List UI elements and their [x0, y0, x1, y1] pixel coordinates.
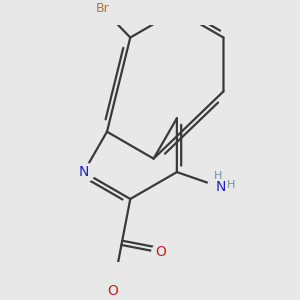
Text: Br: Br: [96, 2, 110, 15]
Text: O: O: [155, 245, 166, 260]
Text: N: N: [79, 165, 89, 179]
Text: H: H: [214, 171, 223, 181]
Text: N: N: [216, 180, 226, 194]
Text: O: O: [107, 284, 118, 298]
Text: H: H: [226, 180, 235, 190]
